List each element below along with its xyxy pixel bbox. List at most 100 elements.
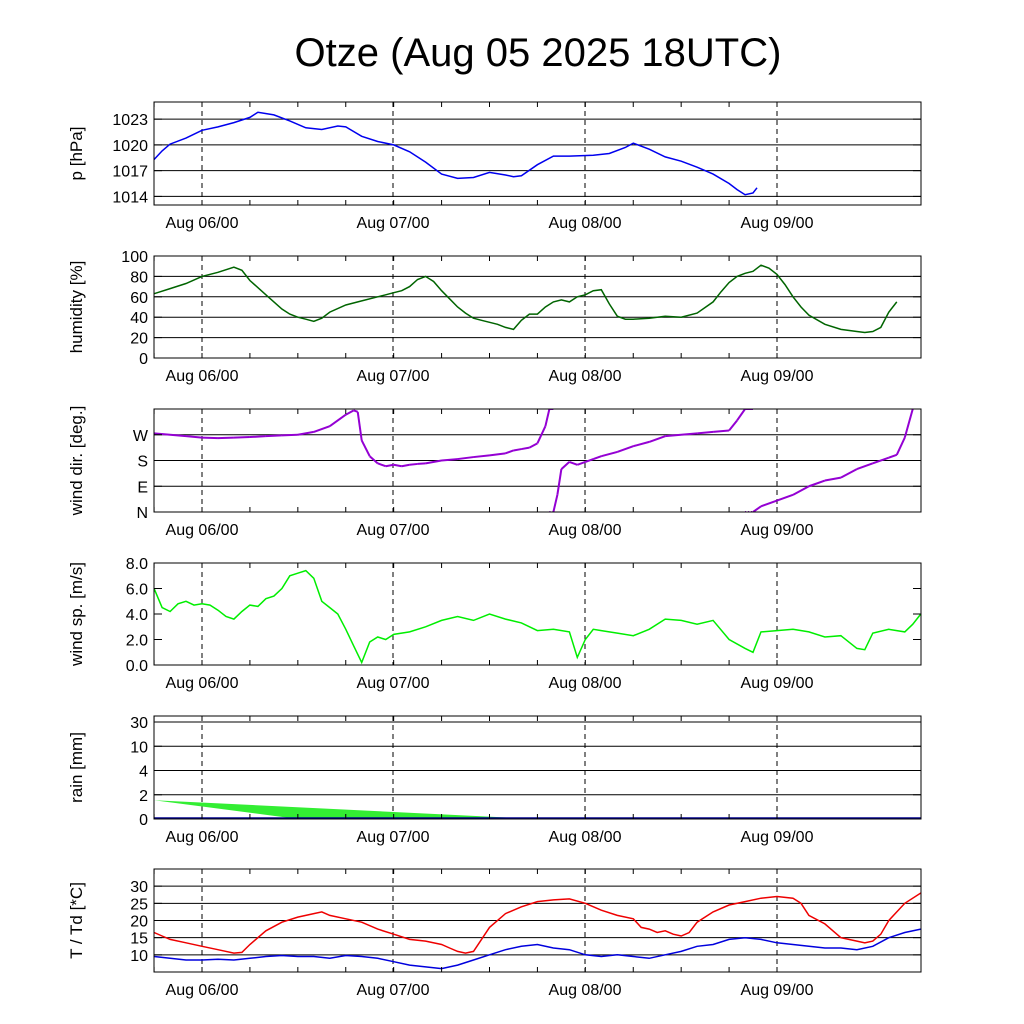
wind_direction-segment: [616, 445, 634, 453]
wind_direction-segment: [489, 452, 506, 457]
wind_direction-x-tick-label: Aug 09/00: [741, 522, 814, 539]
temperature-y-axis-label: T / Td [*C]: [67, 882, 86, 959]
wind_speed-y-tick-label: 8.0: [126, 556, 148, 573]
wind_direction-segment: [760, 499, 778, 508]
wind_direction-segment: [681, 432, 698, 436]
humidity-y-axis-label: humidity [%]: [67, 261, 86, 354]
wind_direction-segment: [713, 429, 730, 433]
wind_speed-y-axis-label: wind sp. [m/s]: [67, 562, 86, 667]
wind_direction-segment: [297, 430, 314, 436]
pressure-y-tick-label: 1014: [112, 189, 148, 206]
rain-x-tick-label: Aug 08/00: [549, 829, 622, 846]
temperature-y-tick-label: 30: [130, 879, 148, 896]
temperature-series-group: [154, 892, 921, 970]
humidity-line-0: [154, 264, 898, 334]
wind_direction-segment: [457, 456, 474, 461]
humidity-x-tick-label: Aug 07/00: [357, 368, 430, 385]
wind_direction-segment: [736, 409, 746, 422]
pressure-x-tick-label: Aug 09/00: [741, 215, 814, 232]
wind_direction-segment: [569, 460, 578, 466]
wind_direction-segment: [895, 437, 906, 456]
wind_direction-segment: [556, 468, 563, 495]
wind_direction-segment: [792, 485, 810, 496]
pressure-x-tick-label: Aug 07/00: [357, 215, 430, 232]
wind_direction-x-tick-label: Aug 06/00: [166, 522, 239, 539]
wind_direction-segment: [233, 436, 250, 439]
wind_speed-y-tick-label: 0.0: [126, 658, 148, 675]
temperature-y-tick-label: 25: [130, 896, 148, 913]
chart-title: Otze (Aug 05 2025 18UTC): [295, 31, 782, 75]
pressure-y-axis-label: p [hPa]: [67, 127, 86, 181]
wind_direction-segment: [369, 455, 379, 465]
rain-y-tick-label: 2: [139, 788, 148, 805]
temperature-line-0: [154, 892, 921, 954]
wind_direction-segment: [345, 409, 355, 416]
wind_direction-segment: [217, 436, 234, 440]
rain-y-axis-label: rain [mm]: [67, 732, 86, 803]
wind_direction-segment: [185, 435, 203, 439]
wind_direction-segment: [169, 433, 187, 438]
wind_direction-segment: [353, 409, 359, 413]
temperature-x-tick-label: Aug 06/00: [166, 982, 239, 999]
wind_speed-panel: 0.0 2.0 4.0 6.0 8.0 wind sp. [m/s] Aug 06/00 Au…: [67, 556, 922, 692]
humidity-y-tick-label: 40: [130, 310, 148, 327]
humidity-x-tick-label: Aug 09/00: [741, 368, 814, 385]
wind_direction-segment: [872, 456, 890, 465]
wind_direction-segment: [473, 454, 490, 459]
wind_direction-y-tick-label: E: [137, 479, 148, 496]
rain-x-tick-label: Aug 07/00: [357, 829, 430, 846]
wind_direction-segment: [513, 448, 522, 452]
wind_direction-segment: [592, 455, 602, 461]
wind_direction-segment: [697, 430, 714, 435]
wind_speed-y-tick-label: 2.0: [126, 633, 148, 650]
wind_direction-segment: [521, 446, 530, 451]
wind_direction-segment: [201, 436, 219, 440]
wind_direction-segment: [544, 409, 551, 427]
humidity-x-tick-label: Aug 06/00: [166, 368, 239, 385]
wind_direction-segment: [441, 458, 458, 462]
wind_direction-segment: [377, 462, 387, 468]
wind_direction-segment: [409, 462, 418, 466]
wind_direction-segment: [840, 468, 858, 479]
wind_direction-segment: [329, 413, 347, 427]
wind_direction-segment: [536, 425, 547, 444]
wind_direction-segment: [401, 463, 410, 468]
wind_speed-line-0: [154, 569, 921, 665]
wind_speed-y-tick-label: 4.0: [126, 607, 148, 624]
wind_direction-segment: [393, 463, 402, 468]
pressure-y-tick-label: 1017: [112, 164, 148, 181]
wind_direction-segment: [552, 494, 559, 512]
wind_direction-segment: [808, 479, 826, 488]
temperature-y-tick-label: 10: [130, 948, 148, 965]
pressure-x-tick-label: Aug 06/00: [166, 215, 239, 232]
wind_direction-segment: [505, 449, 514, 455]
rain-y-tick-label: 4: [139, 764, 148, 781]
wind_direction-segment: [281, 433, 298, 437]
wind_direction-segment: [577, 460, 586, 466]
wind_direction-segment: [385, 463, 394, 468]
wind_direction-y-tick-label: S: [137, 454, 148, 471]
wind_direction-segment: [584, 458, 594, 463]
wind_direction-segment: [528, 442, 538, 449]
humidity-y-tick-label: 80: [130, 269, 148, 286]
wind_direction-y-axis-label: wind dir. [deg.]: [67, 406, 86, 517]
pressure-x-tick-label: Aug 08/00: [549, 215, 622, 232]
pressure-y-tick-label: 1020: [112, 138, 148, 155]
wind_direction-segment: [360, 440, 371, 457]
wind_direction-segment: [249, 435, 266, 439]
wind_direction-segment: [154, 432, 171, 436]
temperature-x-tick-label: Aug 09/00: [741, 982, 814, 999]
wind_speed-x-tick-label: Aug 08/00: [549, 675, 622, 692]
pressure-y-tick-label: 1023: [112, 112, 148, 129]
wind_speed-y-tick-label: 6.0: [126, 582, 148, 599]
wind_direction-segment: [824, 476, 842, 482]
wind_direction-x-tick-label: Aug 07/00: [357, 522, 430, 539]
temperature-x-tick-label: Aug 07/00: [357, 982, 430, 999]
pressure-panel: 1014 1017 1020 1023 p [hPa] Aug 06/00 Aug 07/0…: [67, 101, 922, 232]
wind_direction-segment: [632, 440, 650, 448]
wind_direction-y-tick-label: N: [136, 505, 148, 522]
humidity-y-tick-label: 0: [139, 351, 148, 368]
temperature-y-tick-label: 15: [130, 931, 148, 948]
